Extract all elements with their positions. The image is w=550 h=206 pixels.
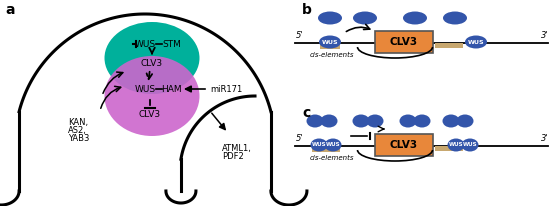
FancyBboxPatch shape <box>375 134 433 156</box>
Ellipse shape <box>324 138 342 151</box>
Ellipse shape <box>403 12 427 25</box>
Text: CLV3: CLV3 <box>390 37 418 47</box>
Text: CLV3: CLV3 <box>139 110 161 118</box>
Ellipse shape <box>366 115 383 128</box>
Text: KAN,: KAN, <box>68 118 88 127</box>
Ellipse shape <box>443 115 459 128</box>
Text: b: b <box>302 3 312 17</box>
Ellipse shape <box>448 138 465 151</box>
Text: WUS: WUS <box>468 40 485 44</box>
Text: WUS: WUS <box>312 143 326 147</box>
Ellipse shape <box>353 115 370 128</box>
FancyBboxPatch shape <box>435 146 463 151</box>
Ellipse shape <box>311 138 327 151</box>
Ellipse shape <box>104 56 200 136</box>
Text: ATML1,: ATML1, <box>222 144 252 153</box>
Ellipse shape <box>456 115 474 128</box>
Ellipse shape <box>399 115 416 128</box>
Ellipse shape <box>104 22 200 94</box>
Text: AS2,: AS2, <box>68 126 87 135</box>
Text: WUS: WUS <box>326 143 340 147</box>
FancyBboxPatch shape <box>435 43 463 48</box>
Ellipse shape <box>318 12 342 25</box>
Ellipse shape <box>353 12 377 25</box>
Ellipse shape <box>414 115 431 128</box>
Text: c: c <box>302 106 310 120</box>
Ellipse shape <box>461 138 478 151</box>
Ellipse shape <box>319 35 341 48</box>
FancyBboxPatch shape <box>320 44 340 49</box>
Text: CLV3: CLV3 <box>390 140 418 150</box>
Text: 3': 3' <box>541 31 549 40</box>
Text: WUS: WUS <box>134 84 156 94</box>
Ellipse shape <box>321 115 338 128</box>
FancyBboxPatch shape <box>375 31 433 53</box>
FancyBboxPatch shape <box>312 147 340 152</box>
Text: 5': 5' <box>296 134 304 143</box>
Text: YAB3: YAB3 <box>68 134 89 143</box>
Text: cis-elements: cis-elements <box>310 52 355 58</box>
Text: WUS: WUS <box>463 143 477 147</box>
Ellipse shape <box>443 12 467 25</box>
Text: WUS: WUS <box>322 40 338 44</box>
Text: 3': 3' <box>541 134 549 143</box>
Text: WUS: WUS <box>449 143 463 147</box>
Text: PDF2: PDF2 <box>222 152 244 161</box>
Ellipse shape <box>465 35 487 48</box>
Text: CLV3: CLV3 <box>141 59 163 68</box>
Text: STM: STM <box>163 40 182 48</box>
Text: cis-elements: cis-elements <box>310 155 355 161</box>
Text: 5': 5' <box>296 31 304 40</box>
Text: miR171: miR171 <box>210 84 242 94</box>
Text: a: a <box>5 3 14 17</box>
Ellipse shape <box>306 115 323 128</box>
Text: WUS: WUS <box>134 40 156 48</box>
Text: HAM: HAM <box>161 84 182 94</box>
